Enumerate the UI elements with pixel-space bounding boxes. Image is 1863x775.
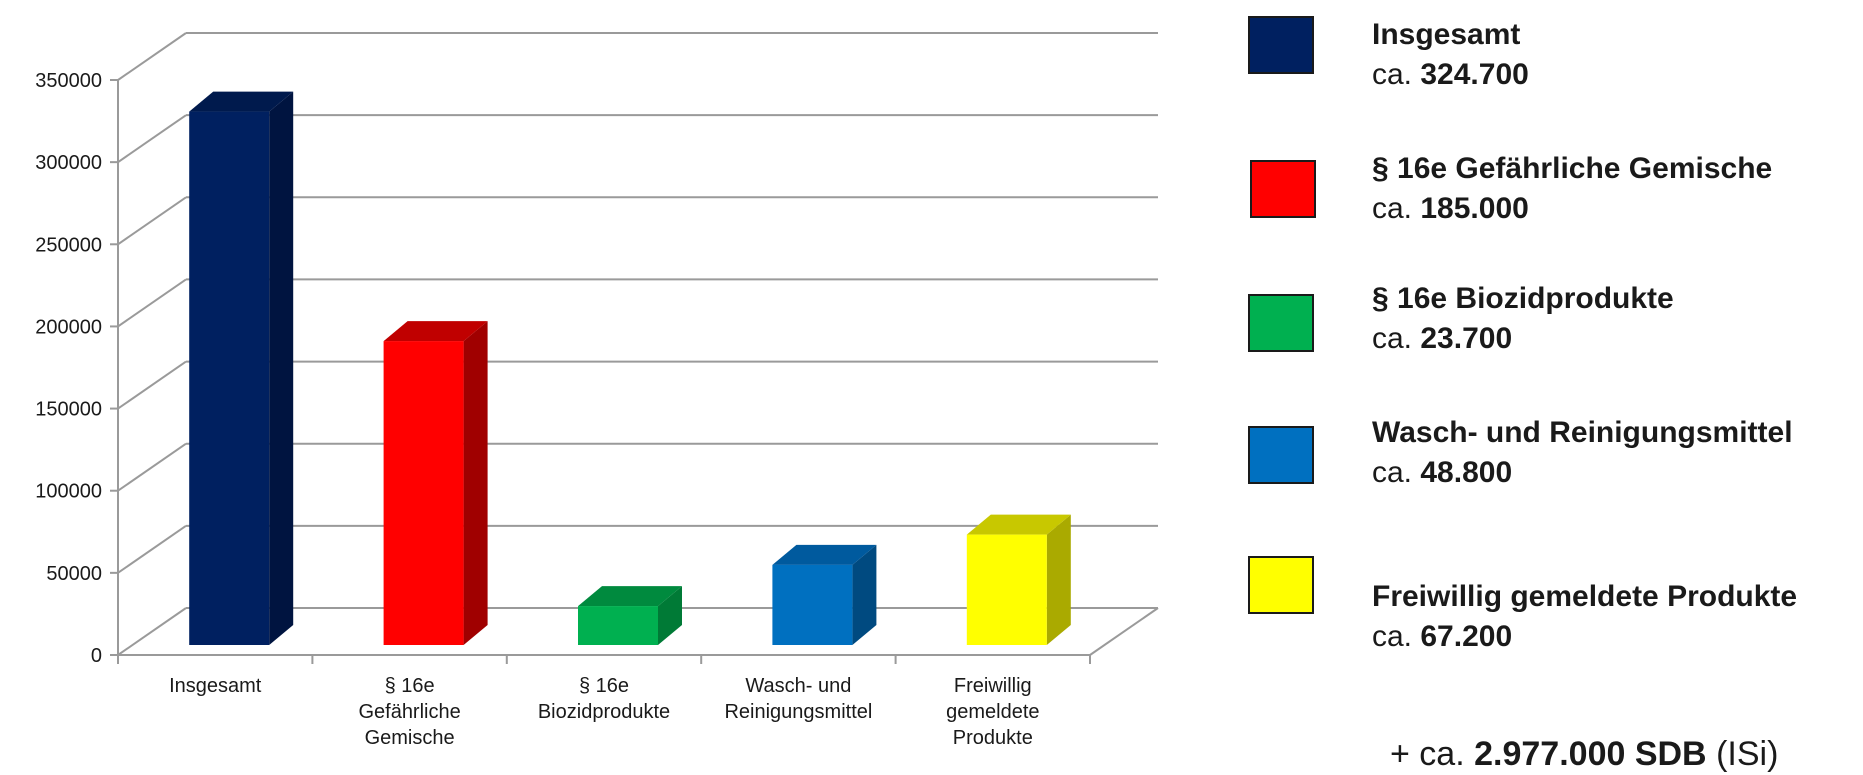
y-tick-label: 150000 <box>35 399 102 421</box>
footnote-suffix: (ISi) <box>1716 735 1779 773</box>
grid-diagonal <box>117 114 187 163</box>
legend-name: Insgesamt <box>1372 18 1521 51</box>
footnote-value: 2.977.000 SDB <box>1474 735 1707 773</box>
legend-swatch <box>1248 294 1314 352</box>
legend-name: Freiwillig gemeldete Produkte <box>1372 580 1798 613</box>
bar-top <box>578 586 682 607</box>
bar-top <box>772 544 877 565</box>
legend-value-line: ca. 67.200 <box>1372 620 1513 653</box>
bar <box>383 321 488 645</box>
legend-name: § 16e Gefährliche Gemische <box>1372 152 1773 185</box>
legend-value: 48.800 <box>1420 456 1513 489</box>
legend-item-biozidprodukte: § 16e Biozidprodukte ca. 23.700 <box>1240 282 1860 374</box>
legend-swatch <box>1248 556 1314 614</box>
bar-side <box>852 544 877 645</box>
bar-side <box>1046 514 1071 645</box>
y-tick-label: 300000 <box>35 152 102 174</box>
legend-value: 67.200 <box>1420 620 1513 653</box>
bar-side <box>463 321 488 645</box>
bar <box>189 91 294 646</box>
y-tick-label: 350000 <box>35 70 102 92</box>
bar <box>772 544 877 645</box>
legend-value-line: ca. 185.000 <box>1372 192 1529 225</box>
grid-diagonal <box>117 607 187 656</box>
y-tick-label: 0 <box>91 645 102 667</box>
x-category-label: Insgesamt <box>169 675 262 697</box>
legend-value: 324.700 <box>1420 58 1529 91</box>
legend-item-wasch-reinigungsmittel: Wasch- und Reinigungsmittel ca. 48.800 <box>1240 416 1860 506</box>
y-tick-label: 50000 <box>46 563 102 585</box>
grid-diagonal <box>117 360 187 410</box>
bar-top <box>189 91 294 112</box>
y-tick-label: 250000 <box>35 234 102 256</box>
x-category-label: Biozidprodukte <box>538 701 670 723</box>
legend-swatch <box>1248 16 1314 74</box>
chart-labels: 0 50000 100000 150000 200000 250000 300000 3500… <box>35 70 1039 749</box>
bar-front <box>189 111 270 646</box>
x-category-label: § 16e <box>579 675 629 697</box>
legend-item-gefaehrliche-gemische: § 16e Gefährliche Gemische ca. 185.000 <box>1240 152 1860 238</box>
legend-value-line: ca. 324.700 <box>1372 58 1529 91</box>
bar-side <box>269 91 294 646</box>
chart-bars <box>189 91 1071 646</box>
chart-legend: Insgesamt ca. 324.700 § 16e Gefährliche … <box>1240 0 1860 775</box>
legend-value-line: ca. 23.700 <box>1372 322 1513 355</box>
legend-value: 23.700 <box>1420 322 1513 355</box>
bar-front <box>578 606 658 645</box>
floor-right-edge <box>1089 607 1159 656</box>
y-tick-label: 100000 <box>35 481 102 503</box>
grid-diagonal <box>117 196 187 246</box>
x-category-label: § 16e <box>385 675 435 697</box>
x-category-label: Wasch- und <box>745 675 851 697</box>
bar <box>966 514 1071 645</box>
grid-diagonal <box>117 525 187 574</box>
bar <box>578 586 682 645</box>
bar-top <box>966 514 1071 535</box>
x-category-label: Gemische <box>365 727 455 749</box>
legend-swatch <box>1248 426 1314 484</box>
legend-value: 185.000 <box>1420 192 1529 225</box>
bar-side <box>658 586 682 645</box>
bar-top <box>383 321 488 342</box>
sdb-footnote: + ca. 2.977.000 SDB (ISi) <box>1390 735 1778 774</box>
legend-value-line: ca. 48.800 <box>1372 456 1513 489</box>
bar-front <box>966 534 1047 645</box>
chart-axes <box>110 79 1091 664</box>
x-category-label: Freiwillig <box>954 675 1032 697</box>
y-tick-label: 200000 <box>35 316 102 338</box>
x-category-label: gemeldete <box>946 701 1039 723</box>
legend-name: § 16e Biozidprodukte <box>1372 282 1674 315</box>
legend-name: Wasch- und Reinigungsmittel <box>1372 416 1793 449</box>
footnote-prefix: + ca. <box>1390 735 1465 773</box>
x-category-label: Produkte <box>953 727 1033 749</box>
bar-front <box>383 341 464 645</box>
x-category-label: Reinigungsmittel <box>724 701 872 723</box>
grid-diagonal <box>117 278 187 328</box>
bar-front <box>772 564 853 645</box>
bar-chart: 0 50000 100000 150000 200000 250000 300000 3500… <box>35 32 1159 749</box>
chart-grid <box>117 32 1159 656</box>
x-category-label: Gefährliche <box>358 701 460 723</box>
legend-swatch <box>1250 160 1316 218</box>
legend-item-insgesamt: Insgesamt ca. 324.700 <box>1240 14 1860 94</box>
grid-diagonal <box>117 32 187 81</box>
grid-diagonal <box>117 442 187 492</box>
legend-item-freiwillig-gemeldet: Freiwillig gemeldete Produkte ca. 67.200 <box>1240 556 1860 653</box>
